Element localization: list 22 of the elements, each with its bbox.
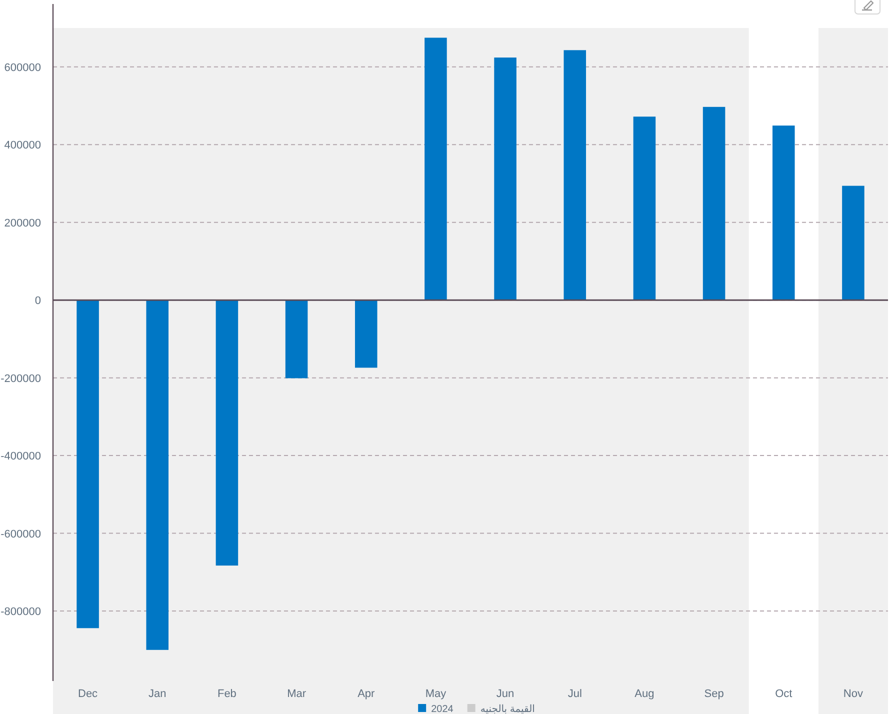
legend-label: القيمة بالجنيه bbox=[480, 704, 535, 714]
x-tick-label: Dec bbox=[78, 688, 98, 700]
x-tick-label: Apr bbox=[358, 688, 376, 700]
y-tick-label: 200000 bbox=[4, 217, 41, 230]
x-tick-label: Mar bbox=[287, 688, 306, 700]
y-tick-label: -800000 bbox=[0, 606, 41, 618]
y-tick-label: -400000 bbox=[0, 450, 41, 463]
x-tick-label: Nov bbox=[843, 688, 864, 700]
x-tick-label: Sep bbox=[704, 688, 724, 700]
x-tick-label: Jan bbox=[148, 688, 166, 700]
x-tick-label: Jun bbox=[496, 688, 514, 700]
y-tick-label: 600000 bbox=[4, 62, 41, 74]
legend-label: 2024 bbox=[431, 704, 454, 714]
x-tick-label: Oct bbox=[775, 688, 792, 700]
x-tick-label: Feb bbox=[217, 688, 236, 700]
y-tick-label: 400000 bbox=[4, 140, 41, 152]
x-tick-label: Aug bbox=[634, 688, 654, 700]
y-tick-label: -600000 bbox=[0, 528, 41, 540]
x-tick-label: May bbox=[425, 688, 447, 700]
y-tick-label: 0 bbox=[34, 295, 41, 308]
y-tick-label: -200000 bbox=[0, 372, 41, 385]
x-tick-label: Jul bbox=[568, 688, 582, 700]
